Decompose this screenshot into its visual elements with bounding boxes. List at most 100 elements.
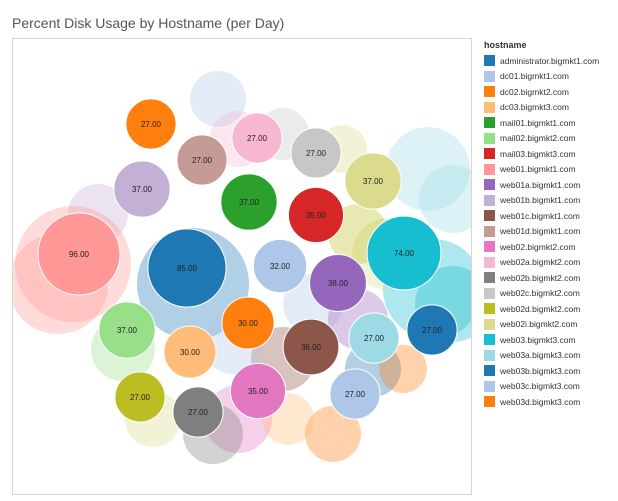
bubble-circle[interactable] bbox=[147, 228, 227, 308]
bubble[interactable]: 27.00 bbox=[290, 127, 342, 179]
legend-label: web03c.bigmkt3.com bbox=[500, 381, 580, 392]
legend-swatch bbox=[484, 287, 495, 299]
bubble-label: 74.00 bbox=[394, 249, 415, 258]
legend-item[interactable]: web03c.bigmkt3.com bbox=[484, 379, 616, 395]
legend-item[interactable]: dc02.bigmkt2.com bbox=[484, 84, 616, 100]
bubble-circle[interactable] bbox=[309, 254, 367, 312]
bubble-label: 35.00 bbox=[248, 387, 269, 396]
bubble[interactable]: 30.00 bbox=[221, 296, 275, 350]
legend-item[interactable]: web03b.bigmkt3.com bbox=[484, 363, 616, 379]
bubble[interactable]: 96.00 bbox=[37, 212, 121, 296]
bubble-label: 37.00 bbox=[117, 326, 138, 335]
bubble[interactable]: 30.00 bbox=[163, 325, 217, 379]
bubble-circle[interactable] bbox=[282, 318, 340, 376]
bubble[interactable]: 36.00 bbox=[282, 318, 340, 376]
bubble-chart: 27.00 27.00 27.00 27.00 37.00 37.00 35.00 37.00… bbox=[13, 71, 471, 464]
legend-swatch bbox=[484, 70, 495, 82]
bubble-circle[interactable] bbox=[221, 296, 275, 350]
legend-item[interactable]: web03d.bigmkt3.com bbox=[484, 394, 616, 410]
legend-swatch bbox=[484, 210, 495, 222]
bubble[interactable]: 35.00 bbox=[287, 186, 345, 244]
bubble-circle[interactable] bbox=[348, 312, 400, 364]
bubble-label: 27.00 bbox=[345, 390, 366, 399]
bubble-plot-area: 27.00 27.00 27.00 27.00 37.00 37.00 35.00 37.00… bbox=[12, 38, 472, 495]
bubble-circle[interactable] bbox=[229, 362, 287, 420]
bubble[interactable]: 37.00 bbox=[98, 301, 156, 359]
bubble-circle[interactable] bbox=[231, 112, 283, 164]
legend-swatch bbox=[484, 194, 495, 206]
legend-item[interactable]: web03a.bigmkt3.com bbox=[484, 348, 616, 364]
bubble[interactable]: 27.00 bbox=[406, 304, 458, 356]
legend-swatch bbox=[484, 380, 495, 392]
legend-item[interactable]: mail02.bigmkt2.com bbox=[484, 131, 616, 147]
legend-item[interactable]: web02i.bigmkt2.com bbox=[484, 317, 616, 333]
bubble-circle[interactable] bbox=[172, 386, 224, 438]
legend-item[interactable]: web02c.bigmkt2.com bbox=[484, 286, 616, 302]
bubble-circle[interactable] bbox=[406, 304, 458, 356]
legend-item[interactable]: web01.bigmkt1.com bbox=[484, 162, 616, 178]
bubble-label: 30.00 bbox=[238, 319, 259, 328]
bubble-label: 27.00 bbox=[188, 408, 209, 417]
bubble-circle[interactable] bbox=[125, 98, 177, 150]
legend-item[interactable]: web02d.bigmkt2.com bbox=[484, 301, 616, 317]
bubble-circle[interactable] bbox=[344, 152, 402, 210]
legend-item[interactable]: web01a.bigmkt1.com bbox=[484, 177, 616, 193]
legend-item[interactable]: mail03.bigmkt3.com bbox=[484, 146, 616, 162]
legend-label: administrator.bigmkt1.com bbox=[500, 55, 600, 66]
legend-label: dc02.bigmkt2.com bbox=[500, 86, 569, 97]
bubble[interactable]: 37.00 bbox=[113, 160, 171, 218]
legend-item[interactable]: dc01.bigmkt1.com bbox=[484, 69, 616, 85]
legend-title: hostname bbox=[484, 40, 527, 50]
bubble[interactable]: 37.00 bbox=[220, 173, 278, 231]
legend-swatch bbox=[484, 117, 495, 129]
legend-swatch bbox=[484, 256, 495, 268]
legend-item[interactable]: web02a.bigmkt2.com bbox=[484, 255, 616, 271]
legend-item[interactable]: web03.bigmkt3.com bbox=[484, 332, 616, 348]
bubble-circle[interactable] bbox=[113, 160, 171, 218]
bubble[interactable]: 38.00 bbox=[309, 254, 367, 312]
legend-item[interactable]: administrator.bigmkt1.com bbox=[484, 53, 616, 69]
bubble[interactable]: 27.00 bbox=[172, 386, 224, 438]
legend-label: web01d.bigmkt1.com bbox=[500, 226, 581, 237]
legend-label: web02i.bigmkt2.com bbox=[500, 319, 578, 330]
bubble-circle[interactable] bbox=[98, 301, 156, 359]
bubble-circle[interactable] bbox=[176, 134, 228, 186]
bubble-label: 35.00 bbox=[306, 211, 327, 220]
legend-swatch bbox=[484, 396, 495, 408]
bubble[interactable]: 85.00 bbox=[147, 228, 227, 308]
bubble-label: 38.00 bbox=[328, 279, 349, 288]
legend-item[interactable]: web02.bigmkt2.com bbox=[484, 239, 616, 255]
legend-item[interactable]: mail01.bigmkt1.com bbox=[484, 115, 616, 131]
bubble[interactable]: 27.00 bbox=[231, 112, 283, 164]
bubble[interactable]: 27.00 bbox=[348, 312, 400, 364]
bubble[interactable]: 27.00 bbox=[329, 368, 381, 420]
legend-swatch bbox=[484, 163, 495, 175]
legend-item[interactable]: dc03.bigmkt3.com bbox=[484, 100, 616, 116]
bubble-circle[interactable] bbox=[329, 368, 381, 420]
background-bubble bbox=[305, 406, 361, 462]
bubble-circle[interactable] bbox=[37, 212, 121, 296]
legend-swatch bbox=[484, 334, 495, 346]
bubble-circle[interactable] bbox=[287, 186, 345, 244]
bubble[interactable]: 27.00 bbox=[114, 371, 166, 423]
bubble-label: 32.00 bbox=[270, 262, 291, 271]
bubble[interactable]: 74.00 bbox=[366, 215, 442, 291]
bubble-circle[interactable] bbox=[163, 325, 217, 379]
legend-swatch bbox=[484, 101, 495, 113]
bubble[interactable]: 32.00 bbox=[252, 238, 308, 294]
legend-item[interactable]: web01d.bigmkt1.com bbox=[484, 224, 616, 240]
legend-item[interactable]: web01b.bigmkt1.com bbox=[484, 193, 616, 209]
bubble[interactable]: 37.00 bbox=[344, 152, 402, 210]
legend-item[interactable]: web02b.bigmkt2.com bbox=[484, 270, 616, 286]
bubble[interactable]: 27.00 bbox=[176, 134, 228, 186]
legend-label: web03a.bigmkt3.com bbox=[500, 350, 581, 361]
legend: hostname administrator.bigmkt1.com dc01.b… bbox=[484, 40, 616, 410]
bubble[interactable]: 35.00 bbox=[229, 362, 287, 420]
legend-item[interactable]: web01c.bigmkt1.com bbox=[484, 208, 616, 224]
bubble-circle[interactable] bbox=[366, 215, 442, 291]
bubble[interactable]: 27.00 bbox=[125, 98, 177, 150]
bubble-circle[interactable] bbox=[290, 127, 342, 179]
bubble-circle[interactable] bbox=[114, 371, 166, 423]
bubble-circle[interactable] bbox=[252, 238, 308, 294]
bubble-circle[interactable] bbox=[220, 173, 278, 231]
